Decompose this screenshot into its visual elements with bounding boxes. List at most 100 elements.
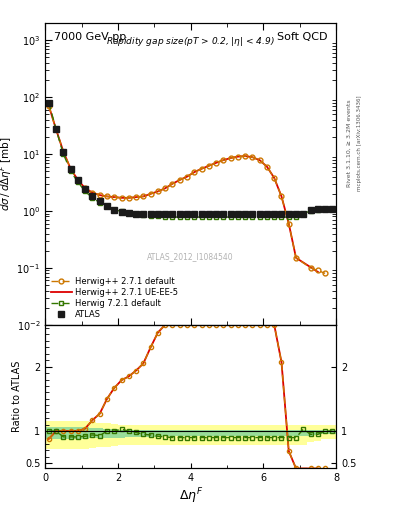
Herwig++ 2.7.1 UE-EE-5 [279, 194, 284, 200]
Herwig 7.2.1 default [127, 210, 131, 216]
Line: Herwig++ 2.7.1 default: Herwig++ 2.7.1 default [46, 103, 327, 276]
Herwig++ 2.7.1 UE-EE-5 [294, 255, 298, 261]
Herwig++ 2.7.1 UE-EE-5 [112, 194, 117, 200]
Herwig 7.2.1 default [105, 203, 109, 209]
Text: Rivet 3.1.10, ≥ 3.2M events: Rivet 3.1.10, ≥ 3.2M events [347, 99, 352, 187]
Herwig++ 2.7.1 default [323, 270, 327, 276]
ATLAS [112, 207, 117, 213]
Herwig++ 2.7.1 UE-EE-5 [83, 185, 88, 191]
Herwig 7.2.1 default [163, 214, 167, 220]
Herwig++ 2.7.1 default [250, 154, 255, 160]
Herwig++ 2.7.1 UE-EE-5 [214, 160, 219, 166]
ATLAS [141, 211, 146, 217]
Herwig 7.2.1 default [323, 205, 327, 211]
Herwig++ 2.7.1 default [119, 195, 124, 201]
Herwig 7.2.1 default [83, 188, 88, 195]
Herwig++ 2.7.1 default [206, 163, 211, 169]
Herwig 7.2.1 default [279, 214, 284, 220]
Herwig 7.2.1 default [170, 214, 175, 220]
Herwig++ 2.7.1 UE-EE-5 [264, 163, 269, 169]
Herwig 7.2.1 default [235, 214, 240, 220]
Herwig++ 2.7.1 UE-EE-5 [54, 126, 59, 133]
ATLAS [279, 211, 284, 218]
ATLAS [185, 211, 189, 218]
Herwig++ 2.7.1 UE-EE-5 [148, 191, 153, 197]
ATLAS [316, 205, 320, 211]
Herwig 7.2.1 default [46, 99, 51, 105]
Herwig 7.2.1 default [228, 214, 233, 220]
ATLAS [97, 198, 102, 204]
Herwig++ 2.7.1 default [112, 194, 117, 200]
Herwig++ 2.7.1 UE-EE-5 [228, 155, 233, 161]
Herwig++ 2.7.1 UE-EE-5 [192, 169, 196, 175]
Y-axis label: Ratio to ATLAS: Ratio to ATLAS [12, 361, 22, 432]
ATLAS [286, 211, 291, 218]
Herwig++ 2.7.1 UE-EE-5 [163, 185, 167, 191]
ATLAS [170, 211, 175, 218]
Herwig 7.2.1 default [119, 208, 124, 215]
ATLAS [61, 148, 66, 155]
Line: Herwig++ 2.7.1 UE-EE-5: Herwig++ 2.7.1 UE-EE-5 [49, 106, 318, 272]
Herwig 7.2.1 default [97, 200, 102, 206]
Herwig++ 2.7.1 UE-EE-5 [75, 177, 80, 183]
Herwig 7.2.1 default [214, 214, 219, 220]
ATLAS [214, 211, 219, 218]
ATLAS [54, 126, 59, 133]
Herwig++ 2.7.1 UE-EE-5 [156, 188, 160, 195]
Herwig++ 2.7.1 UE-EE-5 [250, 154, 255, 160]
Herwig++ 2.7.1 default [61, 148, 66, 155]
ATLAS [235, 211, 240, 218]
Line: ATLAS: ATLAS [46, 100, 335, 217]
ATLAS [68, 166, 73, 172]
ATLAS [75, 177, 80, 183]
Herwig 7.2.1 default [316, 207, 320, 213]
Herwig++ 2.7.1 UE-EE-5 [127, 195, 131, 201]
Herwig++ 2.7.1 default [294, 255, 298, 261]
Herwig 7.2.1 default [148, 213, 153, 219]
Herwig 7.2.1 default [243, 214, 248, 220]
Herwig 7.2.1 default [68, 168, 73, 174]
Herwig++ 2.7.1 default [97, 192, 102, 198]
ATLAS [257, 211, 262, 218]
Herwig++ 2.7.1 UE-EE-5 [199, 166, 204, 172]
ATLAS [199, 211, 204, 218]
ATLAS [90, 194, 95, 200]
Herwig++ 2.7.1 default [316, 267, 320, 273]
Herwig 7.2.1 default [156, 214, 160, 220]
Herwig++ 2.7.1 default [156, 188, 160, 195]
Herwig 7.2.1 default [330, 205, 335, 211]
Herwig++ 2.7.1 UE-EE-5 [97, 192, 102, 198]
Herwig++ 2.7.1 UE-EE-5 [170, 181, 175, 187]
ATLAS [206, 211, 211, 218]
Herwig++ 2.7.1 UE-EE-5 [257, 157, 262, 163]
Herwig++ 2.7.1 default [75, 177, 80, 183]
Text: ATLAS_2012_I1084540: ATLAS_2012_I1084540 [147, 252, 234, 261]
Herwig 7.2.1 default [308, 208, 313, 214]
Herwig++ 2.7.1 UE-EE-5 [68, 166, 73, 172]
Herwig++ 2.7.1 default [308, 265, 313, 271]
Herwig 7.2.1 default [75, 179, 80, 185]
ATLAS [264, 211, 269, 218]
Herwig++ 2.7.1 UE-EE-5 [105, 194, 109, 200]
Herwig 7.2.1 default [286, 214, 291, 220]
ATLAS [330, 205, 335, 211]
ATLAS [105, 203, 109, 209]
Text: Soft QCD: Soft QCD [277, 32, 327, 42]
ATLAS [119, 209, 124, 215]
Herwig 7.2.1 default [294, 214, 298, 220]
Herwig 7.2.1 default [199, 214, 204, 220]
Herwig++ 2.7.1 default [199, 166, 204, 172]
Herwig++ 2.7.1 UE-EE-5 [61, 148, 66, 155]
ATLAS [272, 211, 277, 218]
ATLAS [243, 211, 248, 218]
Herwig++ 2.7.1 UE-EE-5 [221, 157, 226, 163]
Herwig++ 2.7.1 default [243, 153, 248, 159]
Herwig++ 2.7.1 default [192, 169, 196, 175]
Herwig++ 2.7.1 default [235, 154, 240, 160]
Herwig++ 2.7.1 default [286, 221, 291, 227]
Herwig++ 2.7.1 default [148, 191, 153, 197]
Herwig++ 2.7.1 UE-EE-5 [90, 189, 95, 196]
Herwig 7.2.1 default [192, 214, 196, 220]
Herwig 7.2.1 default [272, 214, 277, 220]
Herwig++ 2.7.1 UE-EE-5 [134, 194, 138, 200]
